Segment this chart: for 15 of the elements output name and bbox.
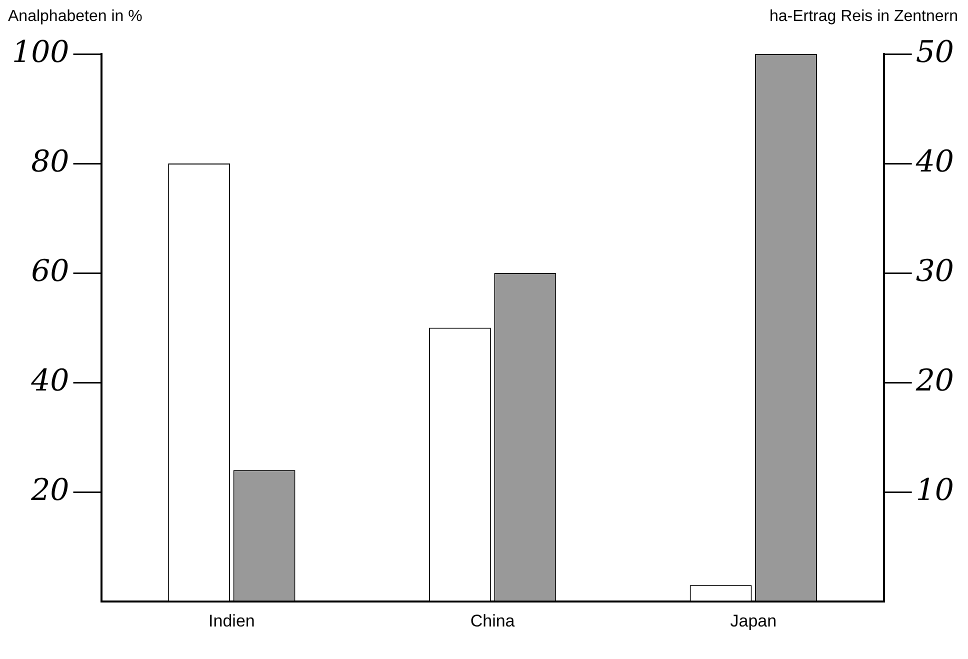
x-tick-label: China	[470, 611, 516, 630]
y2-tick-label: 40	[914, 144, 954, 180]
y2-tick-label: 20	[914, 363, 954, 398]
y-tick-label: 20	[30, 472, 70, 508]
y-tick-label: 40	[30, 363, 70, 398]
y-tick-label: 100	[12, 34, 70, 70]
y2-tick-label: 10	[916, 472, 954, 508]
y2-tick-label: 30	[916, 254, 954, 289]
y2-tick-label: 50	[916, 34, 954, 70]
y-tick-label: 60	[31, 254, 70, 289]
x-tick-label: Japan	[730, 611, 777, 630]
y-tick-label: 80	[31, 144, 70, 180]
y-axis-title: Analphabeten in %	[8, 8, 142, 27]
x-tick-label: Indien	[208, 611, 255, 630]
y2-axis-title: ha-Ertrag Reis in Zentnern	[769, 8, 958, 27]
